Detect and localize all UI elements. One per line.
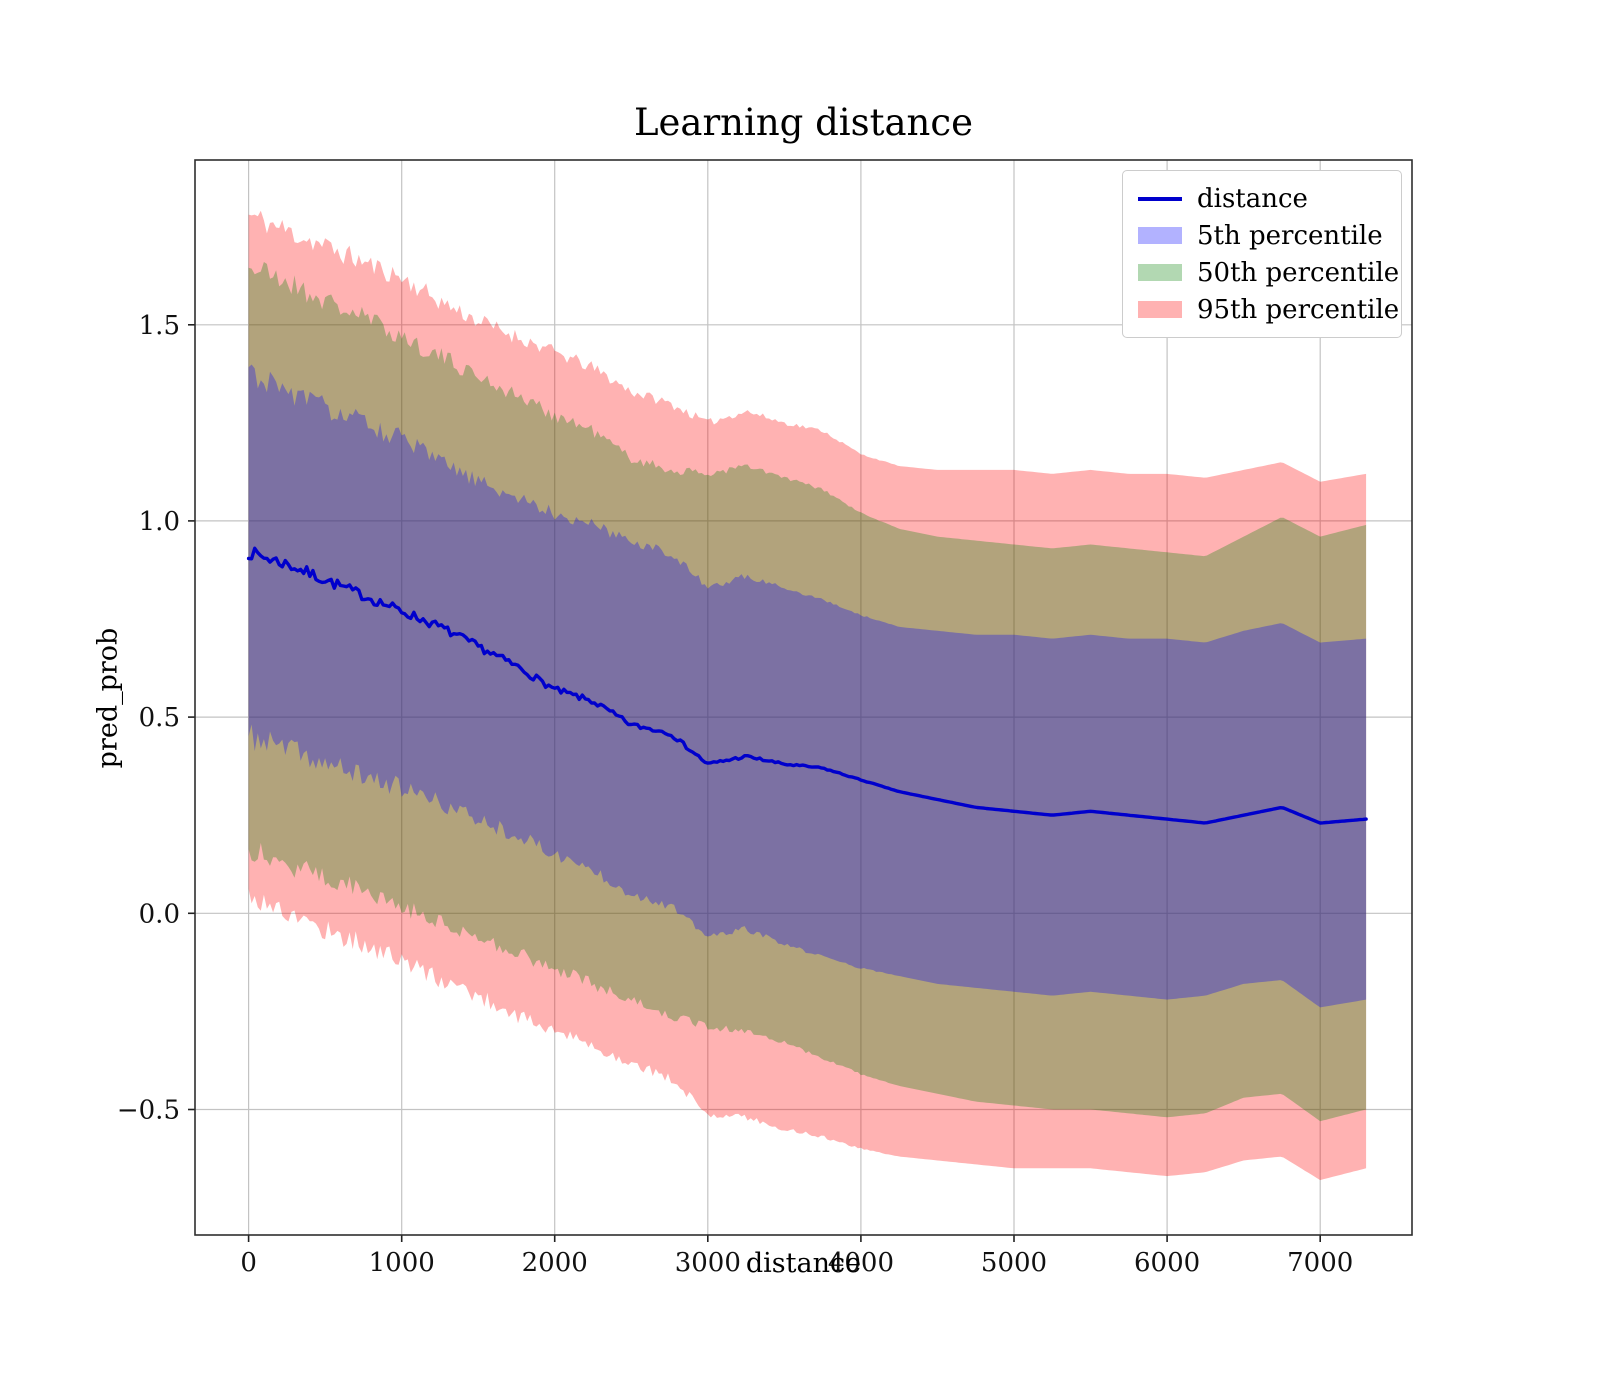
band-95th-percentile <box>248 210 1367 1181</box>
svg-text:5000: 5000 <box>981 1248 1047 1278</box>
distance-line <box>246 546 1368 825</box>
legend-line-swatch <box>1138 196 1182 201</box>
legend-entry-95th-percentile: 95th percentile <box>1138 293 1399 326</box>
svg-text:3000: 3000 <box>675 1248 741 1278</box>
legend-entry-5th-percentile: 5th percentile <box>1138 219 1386 252</box>
legend-label: 95th percentile <box>1197 294 1400 325</box>
legend-patch-swatch-5th <box>1138 227 1182 244</box>
x-axis-label: distance <box>745 1248 862 1279</box>
y-tick-labels: −0.5 0.0 0.5 1.0 1.5 <box>117 311 195 1126</box>
legend-patch-swatch-50th <box>1138 264 1182 281</box>
legend-label: 50th percentile <box>1197 257 1400 288</box>
svg-text:0.5: 0.5 <box>139 703 180 733</box>
legend: distance 5th percentile 50th percentile … <box>1122 170 1402 338</box>
legend-label: distance <box>1197 183 1308 214</box>
band-5th-percentile <box>248 364 1367 1008</box>
svg-text:7000: 7000 <box>1287 1248 1353 1278</box>
x-tick-labels: 0 1000 2000 3000 4000 5000 6000 7000 <box>240 1235 1353 1278</box>
svg-text:0: 0 <box>240 1248 257 1278</box>
band-50th-percentile <box>248 262 1367 1122</box>
svg-text:4000: 4000 <box>828 1248 894 1278</box>
chart-title: Learning distance <box>633 101 974 144</box>
legend-label: 5th percentile <box>1197 220 1383 251</box>
legend-patch-swatch-95th <box>1138 301 1182 318</box>
svg-text:0.0: 0.0 <box>139 899 180 929</box>
y-axis-label: pred_prob <box>92 627 124 769</box>
svg-text:1.0: 1.0 <box>139 507 180 537</box>
plot-border <box>194 159 1413 1236</box>
legend-entry-distance: distance <box>1138 182 1386 215</box>
svg-text:−0.5: −0.5 <box>117 1096 180 1126</box>
svg-text:2000: 2000 <box>522 1248 588 1278</box>
svg-text:1000: 1000 <box>369 1248 435 1278</box>
svg-text:6000: 6000 <box>1134 1248 1200 1278</box>
svg-text:1.5: 1.5 <box>139 311 180 341</box>
legend-entry-50th-percentile: 50th percentile <box>1138 256 1399 289</box>
